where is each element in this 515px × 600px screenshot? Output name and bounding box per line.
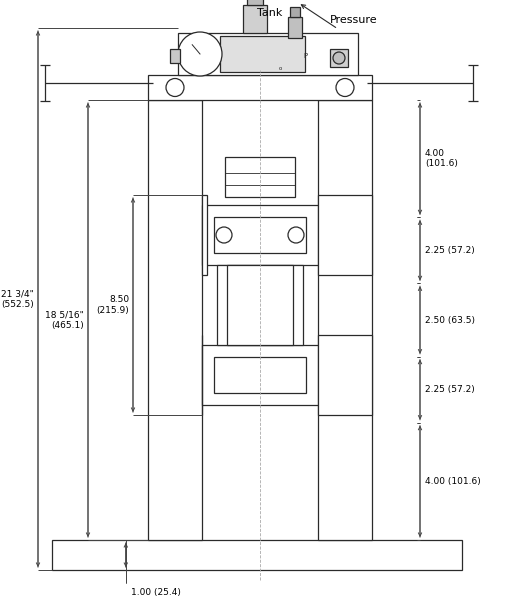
Text: P: P (303, 53, 307, 59)
Bar (220, 36, 305, 72)
Text: 4.00
(101.6): 4.00 (101.6) (425, 149, 458, 169)
Bar (318, 195, 372, 275)
Text: 4.00 (101.6): 4.00 (101.6) (425, 477, 480, 486)
Circle shape (336, 79, 354, 97)
Bar (148, 100, 202, 540)
Bar (243, 5, 267, 33)
Bar (202, 205, 318, 265)
Bar (178, 33, 358, 75)
Text: Tank: Tank (258, 8, 283, 18)
Bar (202, 195, 207, 275)
Text: o: o (278, 67, 282, 71)
Bar (247, 0, 263, 5)
Text: 18 5/16"
(465.1): 18 5/16" (465.1) (45, 310, 84, 329)
Circle shape (216, 227, 232, 243)
Text: Pressure: Pressure (330, 15, 377, 25)
Circle shape (288, 227, 304, 243)
Bar (214, 357, 306, 393)
Text: 2.50 (63.5): 2.50 (63.5) (425, 316, 475, 325)
Bar (288, 17, 302, 38)
Text: 1.00 (25.4): 1.00 (25.4) (131, 588, 181, 597)
Bar (202, 345, 318, 405)
Text: 8.50
(215.9): 8.50 (215.9) (96, 295, 129, 314)
Bar (148, 75, 372, 100)
Circle shape (178, 32, 222, 76)
Bar (318, 335, 372, 415)
Text: 21 3/4"
(552.5): 21 3/4" (552.5) (1, 289, 34, 308)
Bar (170, 49, 180, 63)
Bar (214, 217, 306, 253)
Bar (290, 7, 300, 17)
Bar (318, 100, 372, 540)
Bar (330, 49, 348, 67)
Bar (225, 157, 295, 197)
Circle shape (166, 79, 184, 97)
Bar (227, 265, 293, 345)
Bar (217, 265, 303, 345)
Text: 2.25 (57.2): 2.25 (57.2) (425, 246, 475, 255)
Text: 2.25 (57.2): 2.25 (57.2) (425, 385, 475, 394)
Circle shape (333, 52, 345, 64)
Bar (52, 540, 462, 570)
